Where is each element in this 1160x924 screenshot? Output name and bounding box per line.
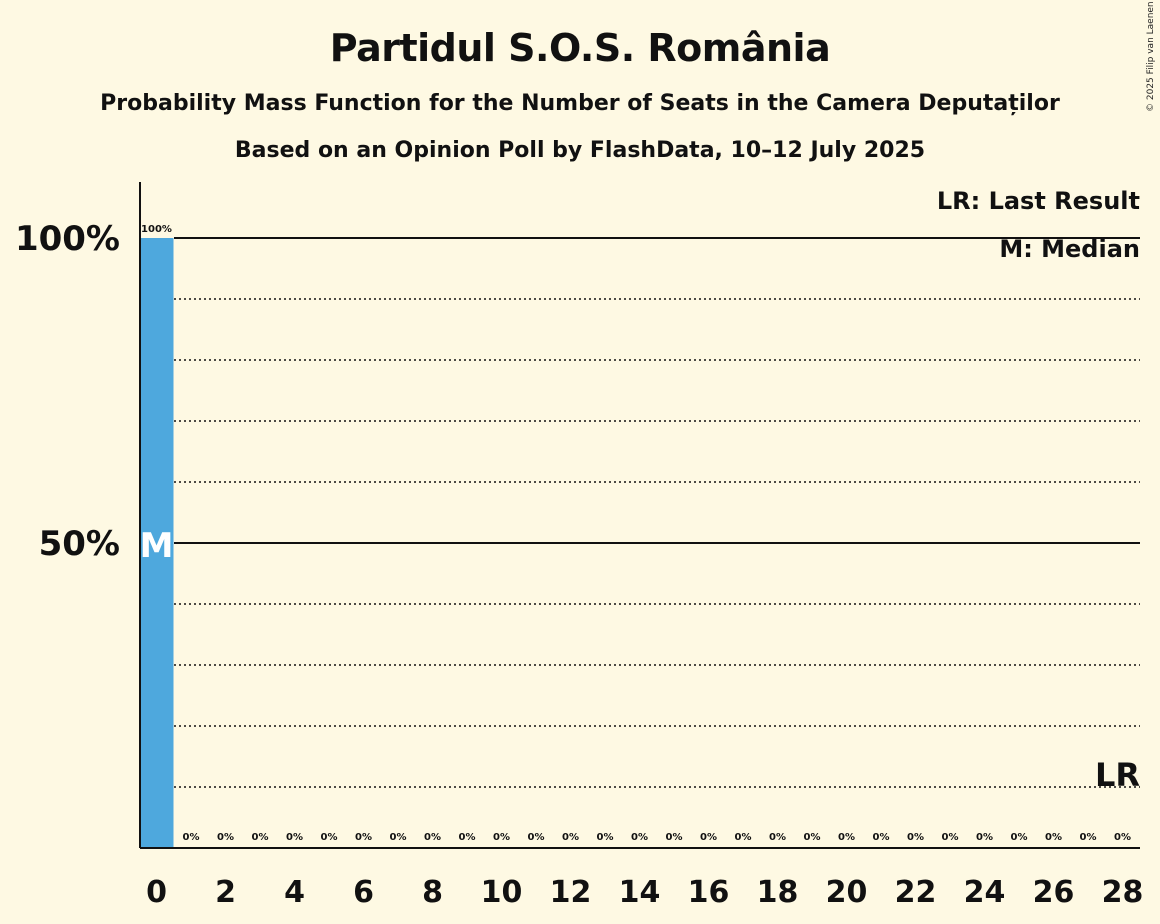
bar-value-label: 0% [1114,832,1131,843]
last-result-marker: LR [1095,756,1140,794]
bar-value-label: 0% [1045,832,1062,843]
chart-source-line: Based on an Opinion Poll by FlashData, 1… [234,138,926,163]
bar-value-label: 0% [252,832,269,843]
bar-value-label: 100% [141,224,172,235]
bar-value-label: 0% [424,832,441,843]
x-tick-label: 8 [422,875,443,910]
x-tick-label: 18 [757,875,799,910]
axes [139,182,1140,849]
bar-value-label: 0% [1011,832,1028,843]
chart-subtitle: Probability Mass Function for the Number… [100,91,1060,116]
bar-value-label: 0% [562,832,579,843]
x-tick-label: 10 [481,875,523,910]
bar-value-label: 0% [735,832,752,843]
x-tick-label: 20 [826,875,868,910]
y-tick-label: 100% [15,219,120,259]
bar-value-label: 0% [390,832,407,843]
x-tick-label: 24 [964,875,1006,910]
legend-entry: M: Median [999,235,1140,263]
bar-value-label: 0% [976,832,993,843]
bar-value-label: 0% [286,832,303,843]
bars [140,238,174,848]
x-tick-label: 28 [1102,875,1144,910]
bar-value-label: 0% [355,832,372,843]
bar-value-label: 0% [217,832,234,843]
bar-value-label: 0% [183,832,200,843]
x-tick-label: 6 [353,875,374,910]
bar-value-label: 0% [597,832,614,843]
bar-value-label: 0% [493,832,510,843]
bar-value-label: 0% [528,832,545,843]
y-tick-label: 50% [39,524,120,564]
legend-entry: LR: Last Result [937,187,1140,215]
bar-value-label: 0% [666,832,683,843]
bar-value-label: 0% [907,832,924,843]
bar-value-label: 0% [838,832,855,843]
x-tick-label: 14 [619,875,661,910]
bar-value-label: 0% [942,832,959,843]
bar [140,238,174,848]
x-tick-label: 2 [215,875,236,910]
chart-title: Partidul S.O.S. România [329,26,831,70]
bar-value-label: 0% [1080,832,1097,843]
bar-value-label: 0% [631,832,648,843]
bar-value-label: 0% [321,832,338,843]
bar-value-label: 0% [700,832,717,843]
median-marker: M [140,526,174,566]
x-tick-label: 12 [550,875,592,910]
gridlines [174,237,1140,788]
bar-value-label: 0% [459,832,476,843]
bar-value-label: 0% [804,832,821,843]
x-tick-label: 0 [146,875,167,910]
bar-value-label: 0% [769,832,786,843]
x-tick-label: 4 [284,875,305,910]
x-tick-label: 16 [688,875,730,910]
x-tick-label: 26 [1033,875,1075,910]
bar-value-label: 0% [873,832,890,843]
x-tick-label: 22 [895,875,937,910]
